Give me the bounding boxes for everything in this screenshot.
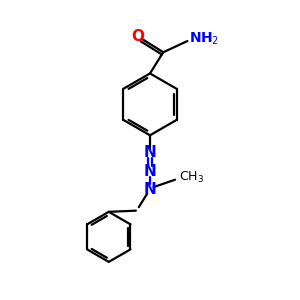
Text: O: O [132,28,145,44]
Text: N: N [144,182,156,197]
Text: N: N [144,146,156,160]
Text: CH$_3$: CH$_3$ [179,170,204,185]
Text: NH$_2$: NH$_2$ [189,31,219,47]
Text: N: N [144,164,156,179]
